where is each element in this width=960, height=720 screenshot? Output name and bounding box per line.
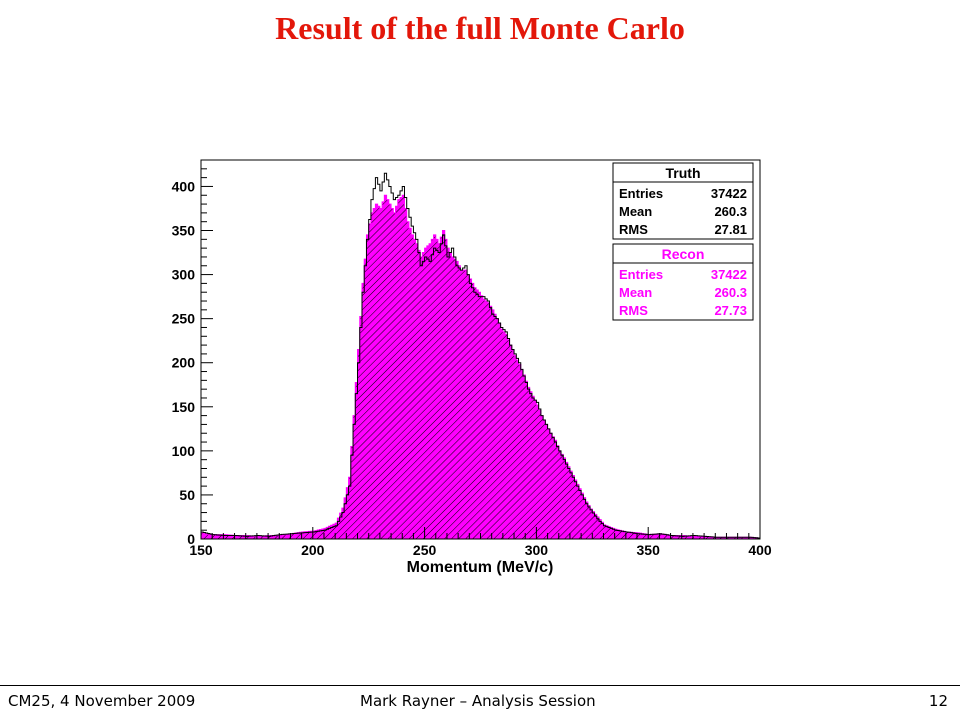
truth-mean-value: 260.3 [714, 204, 747, 219]
footer-presenter: Mark Rayner – Analysis Session [360, 692, 596, 710]
truth-rms-label: RMS [619, 222, 648, 237]
x-tick-label: 400 [748, 542, 772, 558]
truth-histogram [200, 172, 761, 540]
recon-stats-box: Recon Entries 37422 Mean 260.3 RMS 27.73 [612, 243, 754, 321]
y-tick-label: 200 [172, 355, 196, 371]
truth-stats-title: Truth [666, 165, 701, 181]
x-tick-label: 250 [413, 542, 437, 558]
slide-number: 12 [928, 692, 948, 710]
x-tick-label: 150 [189, 542, 213, 558]
x-tick-label: 200 [301, 542, 325, 558]
y-tick-label: 400 [172, 178, 196, 194]
truth-entries-value: 37422 [711, 186, 747, 201]
y-tick-label: 100 [172, 443, 196, 459]
recon-mean-value: 260.3 [714, 285, 747, 300]
y-tick-label: 300 [172, 267, 196, 283]
recon-rms-label: RMS [619, 303, 648, 318]
axes: 0 50 100 150 200 250 300 350 400 150 200 250 300 350 4… [172, 159, 772, 558]
recon-entries-label: Entries [619, 267, 663, 282]
recon-entries-value: 37422 [711, 267, 747, 282]
truth-series [200, 172, 761, 540]
y-tick-label: 250 [172, 311, 196, 327]
truth-rms-value: 27.81 [714, 222, 747, 237]
slide-title: Result of the full Monte Carlo [275, 10, 685, 46]
truth-entries-label: Entries [619, 186, 663, 201]
y-tick-label: 150 [172, 399, 196, 415]
recon-stats-title: Recon [662, 246, 705, 262]
y-tick-label: 50 [179, 487, 195, 503]
footer-divider [0, 685, 960, 686]
truth-stats-box: Truth Entries 37422 Mean 260.3 RMS 27.81 [612, 162, 754, 240]
recon-mean-label: Mean [619, 285, 652, 300]
x-tick-label: 350 [637, 542, 661, 558]
footer-date: CM25, 4 November 2009 [8, 692, 196, 710]
x-axis-label: Momentum (MeV/c) [407, 559, 554, 576]
recon-rms-value: 27.73 [714, 303, 747, 318]
truth-mean-label: Mean [619, 204, 652, 219]
y-tick-label: 0 [187, 531, 195, 547]
x-tick-label: 300 [525, 542, 549, 558]
y-tick-label: 350 [172, 223, 196, 239]
